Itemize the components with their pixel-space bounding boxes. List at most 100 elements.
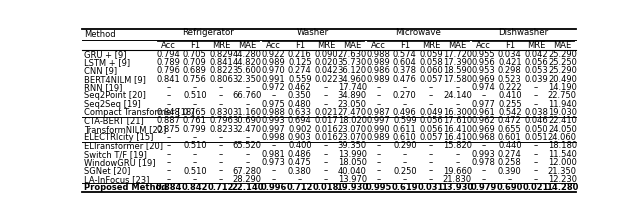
Text: 0.689: 0.689	[183, 66, 207, 76]
Text: 0.510: 0.510	[183, 166, 207, 176]
Text: GRU + [9]: GRU + [9]	[84, 50, 127, 59]
Text: F1: F1	[505, 41, 515, 50]
Text: –: –	[534, 141, 538, 151]
Text: 34.890: 34.890	[338, 91, 367, 100]
Text: 0.016: 0.016	[314, 133, 338, 142]
Text: –: –	[219, 141, 223, 151]
Text: 25.250: 25.250	[548, 58, 577, 67]
Text: 0.250: 0.250	[393, 166, 417, 176]
Text: 0.298: 0.298	[498, 66, 522, 76]
Text: 0.475: 0.475	[288, 158, 312, 167]
Text: 0.604: 0.604	[393, 58, 417, 67]
Text: 0.997: 0.997	[367, 117, 390, 125]
Text: –: –	[324, 175, 328, 184]
Text: 0.610: 0.610	[393, 133, 417, 142]
Text: 0.789: 0.789	[157, 58, 180, 67]
Text: 0.996: 0.996	[260, 183, 287, 192]
Text: –: –	[324, 91, 328, 100]
Text: F1: F1	[295, 41, 305, 50]
Text: –: –	[324, 166, 328, 176]
Text: 0.060: 0.060	[419, 66, 443, 76]
Text: –: –	[219, 150, 223, 159]
Text: 14.190: 14.190	[548, 83, 577, 92]
Text: –: –	[534, 100, 538, 109]
Text: 0.973: 0.973	[262, 158, 285, 167]
Text: –: –	[534, 175, 538, 184]
Text: Acc: Acc	[371, 41, 386, 50]
Text: 0.038: 0.038	[524, 108, 548, 117]
Text: 0.017: 0.017	[314, 117, 338, 125]
Text: 0.953: 0.953	[472, 66, 495, 76]
Text: –: –	[219, 100, 223, 109]
Text: 0.090: 0.090	[314, 50, 338, 59]
Text: 15.820: 15.820	[443, 141, 472, 151]
Text: 0.830: 0.830	[209, 108, 233, 117]
Text: 0.031: 0.031	[418, 183, 444, 192]
Text: 0.125: 0.125	[288, 58, 312, 67]
Text: 18.050: 18.050	[338, 158, 367, 167]
Text: 0.989: 0.989	[262, 58, 285, 67]
Text: 18.020: 18.020	[338, 117, 367, 125]
Text: 16.410: 16.410	[443, 133, 472, 142]
Text: –: –	[508, 175, 512, 184]
Text: 0.988: 0.988	[262, 108, 285, 117]
Text: –: –	[403, 83, 407, 92]
Text: –: –	[298, 175, 302, 184]
Text: 0.796: 0.796	[157, 66, 180, 76]
Text: 24.060: 24.060	[548, 133, 577, 142]
Text: –: –	[455, 150, 460, 159]
Text: 0.018: 0.018	[313, 183, 339, 192]
Text: Compact Transformer [18]: Compact Transformer [18]	[84, 108, 195, 117]
Text: 0.380: 0.380	[288, 166, 312, 176]
Text: –: –	[271, 166, 276, 176]
Text: –: –	[219, 83, 223, 92]
Text: 0.020: 0.020	[314, 58, 338, 67]
Text: 22.750: 22.750	[548, 91, 577, 100]
Text: 0.601: 0.601	[498, 133, 522, 142]
Text: MAE: MAE	[448, 41, 467, 50]
Text: 22.140: 22.140	[231, 183, 264, 192]
Text: –: –	[324, 158, 328, 167]
Text: –: –	[481, 166, 486, 176]
Text: 0.655: 0.655	[498, 125, 522, 134]
Text: 0.995: 0.995	[365, 183, 392, 192]
Text: –: –	[245, 133, 250, 142]
Text: –: –	[245, 150, 250, 159]
Text: 0.705: 0.705	[183, 50, 207, 59]
Text: 0.042: 0.042	[524, 50, 548, 59]
Text: 0.523: 0.523	[498, 75, 522, 84]
Text: 0.290: 0.290	[393, 141, 417, 151]
Text: 0.799: 0.799	[183, 125, 207, 134]
Text: 13.970: 13.970	[338, 175, 367, 184]
Text: 0.599: 0.599	[393, 117, 417, 125]
Text: Microwave: Microwave	[395, 28, 441, 37]
Text: 0.969: 0.969	[472, 75, 495, 84]
Text: –: –	[193, 100, 197, 109]
Text: –: –	[193, 175, 197, 184]
Text: 0.022: 0.022	[314, 75, 338, 84]
Text: 0.977: 0.977	[472, 100, 495, 109]
Text: 0.472: 0.472	[498, 117, 522, 125]
Text: 0.690: 0.690	[497, 183, 523, 192]
Text: 22.410: 22.410	[548, 117, 577, 125]
Text: –: –	[166, 91, 171, 100]
Text: 0.986: 0.986	[367, 66, 390, 76]
Text: 0.806: 0.806	[209, 75, 233, 84]
Text: –: –	[245, 83, 250, 92]
Text: –: –	[376, 91, 381, 100]
Text: 24.140: 24.140	[443, 91, 472, 100]
Text: 17.390: 17.390	[443, 58, 472, 67]
Text: 0.059: 0.059	[419, 50, 443, 59]
Text: –: –	[245, 158, 250, 167]
Text: 0.056: 0.056	[419, 117, 443, 125]
Text: 0.056: 0.056	[524, 58, 548, 67]
Text: 0.955: 0.955	[472, 50, 495, 59]
Text: –: –	[429, 158, 433, 167]
Text: –: –	[403, 158, 407, 167]
Text: 28.290: 28.290	[233, 175, 262, 184]
Text: 67.280: 67.280	[233, 166, 262, 176]
Text: –: –	[376, 166, 381, 176]
Text: 0.823: 0.823	[209, 125, 233, 134]
Text: –: –	[376, 158, 381, 167]
Text: 0.841: 0.841	[209, 58, 233, 67]
